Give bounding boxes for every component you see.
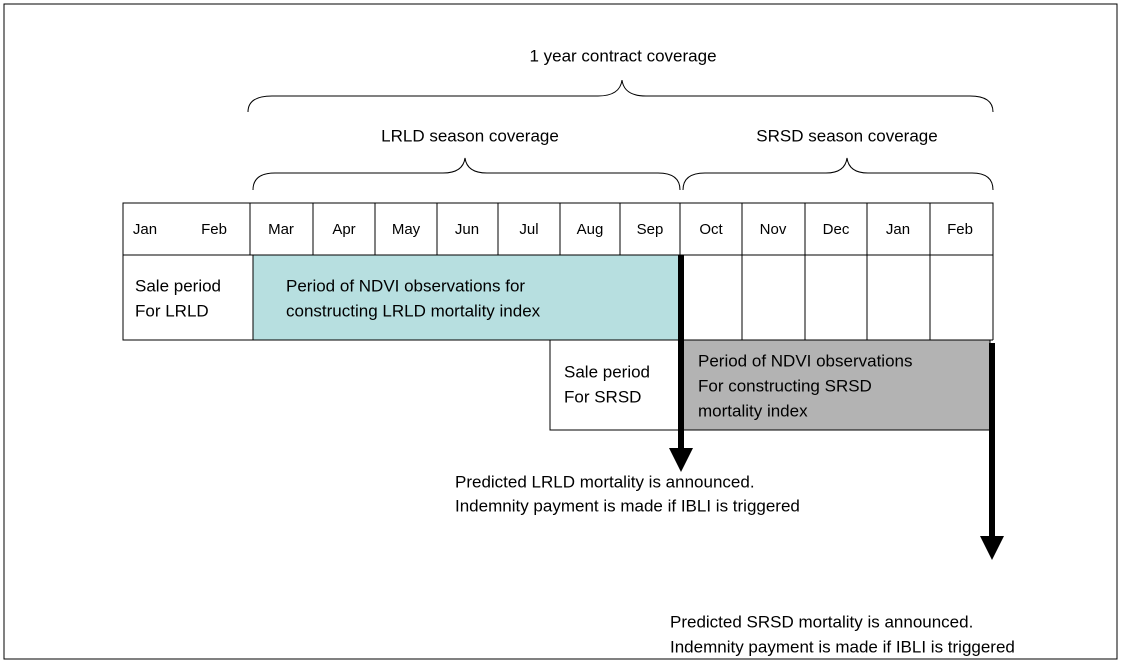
box-text: For constructing SRSD — [698, 376, 872, 395]
note: Indemnity payment is made if IBLI is tri… — [670, 637, 1015, 656]
month-label: Apr — [332, 221, 355, 238]
month-label: May — [392, 221, 421, 238]
month-label: Jun — [455, 221, 479, 238]
month-label: Feb — [947, 221, 973, 238]
month-row-frame — [122, 202, 994, 256]
month-label: Jan — [886, 221, 910, 238]
note: Predicted LRLD mortality is announced. — [455, 472, 755, 491]
arrow-head — [980, 536, 1004, 560]
month-label: Aug — [577, 221, 604, 238]
brace — [247, 79, 994, 113]
season-label: SRSD season coverage — [756, 126, 937, 145]
note: Indemnity payment is made if IBLI is tri… — [455, 496, 800, 515]
month-label: Nov — [760, 221, 787, 238]
month-row: Jan Feb Mar Apr May Jun Jul Aug Sep Oct Nov Dec Jan F… — [122, 202, 994, 341]
brace — [252, 157, 681, 191]
month-label: Jan — [133, 221, 157, 238]
box — [549, 339, 684, 431]
month-label: Sep — [637, 221, 664, 238]
season-label: LRLD season coverage — [381, 126, 559, 145]
box — [122, 254, 254, 341]
box-text: For SRSD — [564, 387, 641, 406]
brace — [682, 157, 994, 191]
title: 1 year contract coverage — [529, 46, 716, 65]
box — [252, 254, 681, 341]
note: Predicted SRSD mortality is announced. — [670, 612, 973, 631]
month-label: Oct — [699, 221, 723, 238]
box-text: Period of NDVI observations — [698, 351, 913, 370]
month-label: Dec — [823, 221, 850, 238]
box-text: Period of NDVI observations for — [286, 276, 525, 295]
arrow-head — [669, 448, 693, 472]
box-text: Sale period — [135, 276, 221, 295]
box — [682, 339, 991, 431]
box-text: constructing LRLD mortality index — [286, 301, 541, 320]
month-label: Jul — [519, 221, 538, 238]
box-text: For LRLD — [135, 301, 209, 320]
month-label: Feb — [201, 221, 227, 238]
box-text: Sale period — [564, 362, 650, 381]
month-label: Mar — [268, 221, 294, 238]
box-text: mortality index — [698, 401, 808, 420]
